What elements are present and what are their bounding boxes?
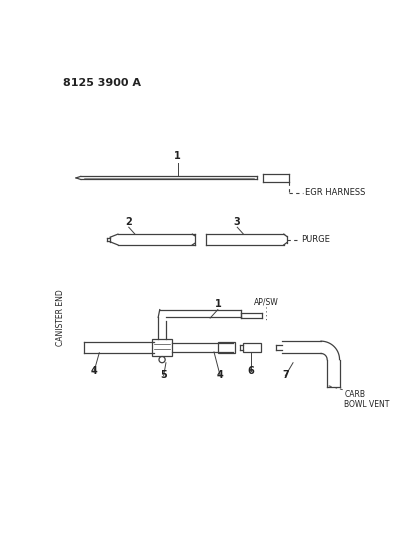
Text: 4: 4 (216, 370, 223, 380)
Text: CARB
BOWL VENT: CARB BOWL VENT (344, 390, 389, 409)
Text: 4: 4 (90, 366, 97, 376)
Text: 3: 3 (233, 217, 240, 227)
Text: 7: 7 (281, 370, 288, 380)
Bar (217, 342, 234, 353)
Text: 8125 3900 A: 8125 3900 A (63, 78, 141, 88)
Text: PURGE: PURGE (301, 235, 330, 244)
Text: 1: 1 (214, 300, 221, 309)
Text: 2: 2 (125, 217, 132, 227)
Bar (152, 339, 172, 356)
Circle shape (159, 357, 165, 363)
Text: EGR HARNESS: EGR HARNESS (305, 188, 365, 197)
Bar (243, 343, 260, 352)
Text: 6: 6 (247, 366, 254, 376)
Text: AP/SW: AP/SW (253, 297, 278, 306)
Text: CANISTER END: CANISTER END (56, 289, 65, 346)
Text: 1: 1 (174, 151, 180, 161)
Text: 5: 5 (160, 370, 166, 380)
